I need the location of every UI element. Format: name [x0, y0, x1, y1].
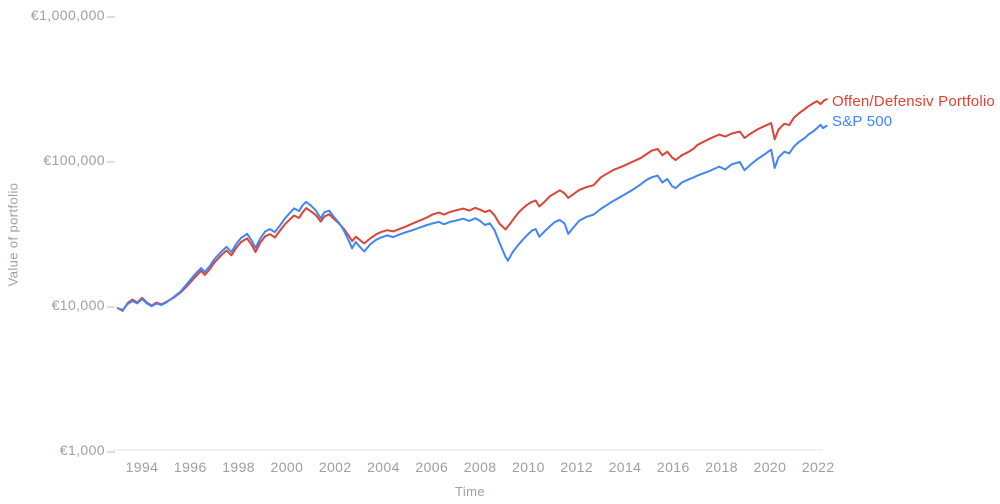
- x-tick-label: 2022: [801, 459, 835, 475]
- x-tick-label: 2002: [318, 459, 352, 475]
- x-tick-label: 2016: [656, 459, 690, 475]
- x-tick-label: 2004: [367, 459, 400, 475]
- x-tick-label: 1998: [222, 459, 255, 475]
- y-tick-label: €10,000: [51, 297, 105, 313]
- x-tick-label: 2020: [753, 459, 787, 475]
- x-tick-label: 2010: [512, 459, 545, 475]
- series-label-sp500: S&P 500: [832, 113, 893, 130]
- series-line-sp500: [116, 123, 828, 311]
- y-tick-label: €100,000: [43, 152, 105, 168]
- x-tick-label: 2018: [705, 459, 738, 475]
- series-line-offen-defensiv-portfolio: [116, 98, 828, 312]
- x-tick-label: 2006: [415, 459, 449, 475]
- x-tick-label: 2008: [463, 459, 497, 475]
- y-tick-label: €1,000,000: [30, 7, 105, 23]
- x-tick-label: 2012: [560, 459, 594, 475]
- x-tick-label: 2000: [270, 459, 304, 475]
- series-label-offen-defensiv-portfolio: Offen/Defensiv Portfolio: [832, 93, 995, 110]
- y-axis-title: Value of portfolio: [5, 182, 21, 287]
- y-tick-label: €1,000: [59, 442, 105, 458]
- x-tick-label: 2014: [608, 459, 642, 475]
- x-tick-label: 1996: [173, 459, 207, 475]
- x-tick-label: 1994: [125, 459, 159, 475]
- x-axis-title: Time: [454, 484, 485, 499]
